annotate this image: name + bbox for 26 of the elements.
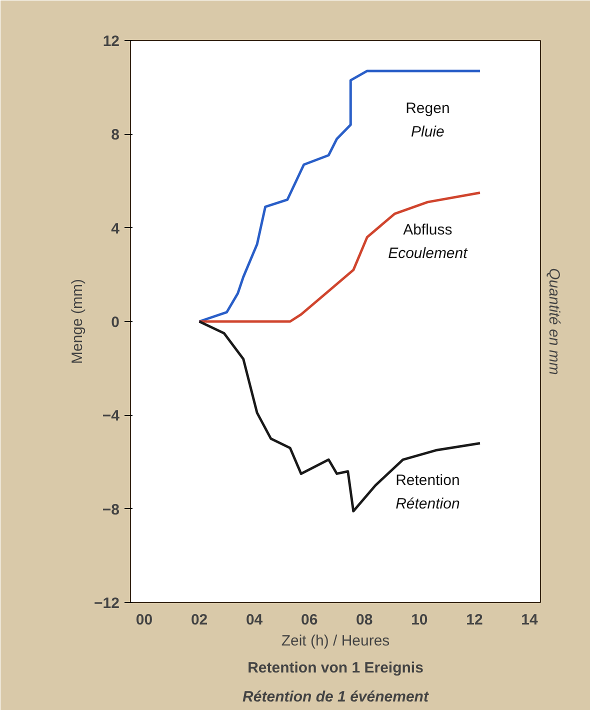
x-tick-label: 08 <box>356 612 373 628</box>
series-label: Abfluss Ecoulement <box>388 222 468 262</box>
x-tick-label: 10 <box>411 612 428 628</box>
x-tick-label: 14 <box>521 612 538 628</box>
line-series <box>198 70 482 323</box>
y-tick-label: 0 <box>111 314 120 331</box>
x-tick-label: 04 <box>246 612 264 628</box>
y-tick-label: −12 <box>94 595 120 612</box>
x-tick-label: 02 <box>190 612 208 628</box>
y-tick-label: −8 <box>102 501 120 518</box>
x-tick-label: 12 <box>466 612 483 628</box>
y-tick-label: −4 <box>102 408 120 425</box>
line-series <box>198 320 482 512</box>
series-label: Regen Pluie <box>406 100 450 140</box>
x-tick-label: 00 <box>136 612 153 628</box>
y-tick-label: 8 <box>111 126 120 144</box>
x-tick-label: 06 <box>301 612 318 628</box>
x-axis-title: Zeit (h) / Heures <box>281 632 390 650</box>
line-series <box>198 191 482 323</box>
y2-axis-title: Quantité en mm <box>546 268 562 375</box>
y-axis-title: Menge (mm) <box>69 278 86 364</box>
y-tick-label: 12 <box>102 33 120 50</box>
text: Rétention de 1 événement <box>242 688 430 706</box>
series-label: Retention Rétention <box>396 472 460 513</box>
y-tick-label: 4 <box>111 220 120 238</box>
text: Retention von 1 Ereignis <box>248 660 424 676</box>
